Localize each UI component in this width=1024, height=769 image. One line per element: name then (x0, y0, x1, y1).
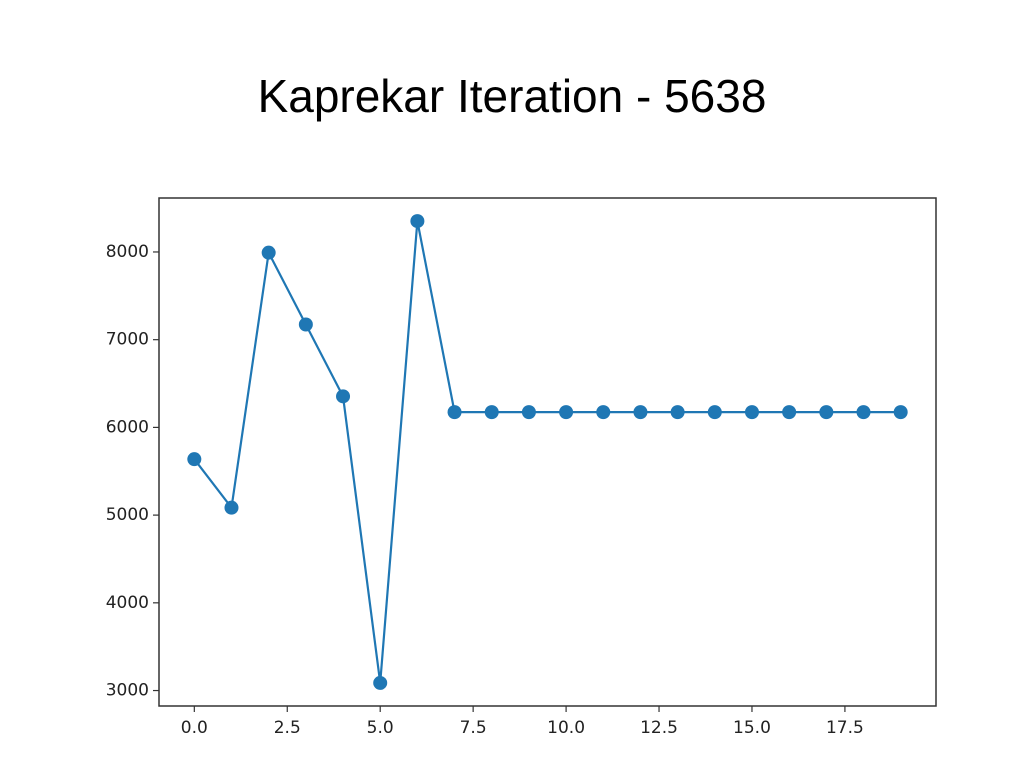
point (893, 405, 908, 420)
series-line (193, 220, 901, 684)
y-tick-label: 6000 (106, 417, 149, 437)
plot-frame (158, 197, 937, 707)
point (559, 405, 574, 420)
x-tick-label: 17.5 (826, 718, 864, 738)
point (670, 405, 685, 420)
x-tick-label: 2.5 (274, 718, 301, 738)
point (447, 405, 462, 420)
x-tick-label: 0.0 (181, 718, 208, 738)
point (819, 405, 834, 420)
x-tick-label: 15.0 (733, 718, 771, 738)
y-tick-label: 8000 (106, 242, 149, 262)
point (484, 405, 499, 420)
point (707, 405, 722, 420)
point (224, 500, 239, 515)
point (782, 405, 797, 420)
x-tick-label: 5.0 (367, 718, 394, 738)
point (633, 405, 648, 420)
point (336, 389, 351, 404)
y-tick-label: 7000 (106, 330, 149, 350)
x-tick-label: 10.0 (547, 718, 585, 738)
chart-title: Kaprekar Iteration - 5638 (258, 70, 767, 122)
point (187, 452, 202, 467)
y-tick-label: 4000 (106, 593, 149, 613)
point (596, 405, 611, 420)
point (373, 675, 388, 690)
x-tick-label: 7.5 (460, 718, 487, 738)
point (521, 405, 536, 420)
point (856, 405, 871, 420)
y-tick-label: 5000 (106, 505, 149, 525)
y-tick-label: 3000 (106, 681, 149, 701)
point (744, 405, 759, 420)
x-tick-label: 12.5 (640, 718, 678, 738)
point (410, 214, 425, 229)
point (261, 245, 276, 260)
point (298, 317, 313, 332)
